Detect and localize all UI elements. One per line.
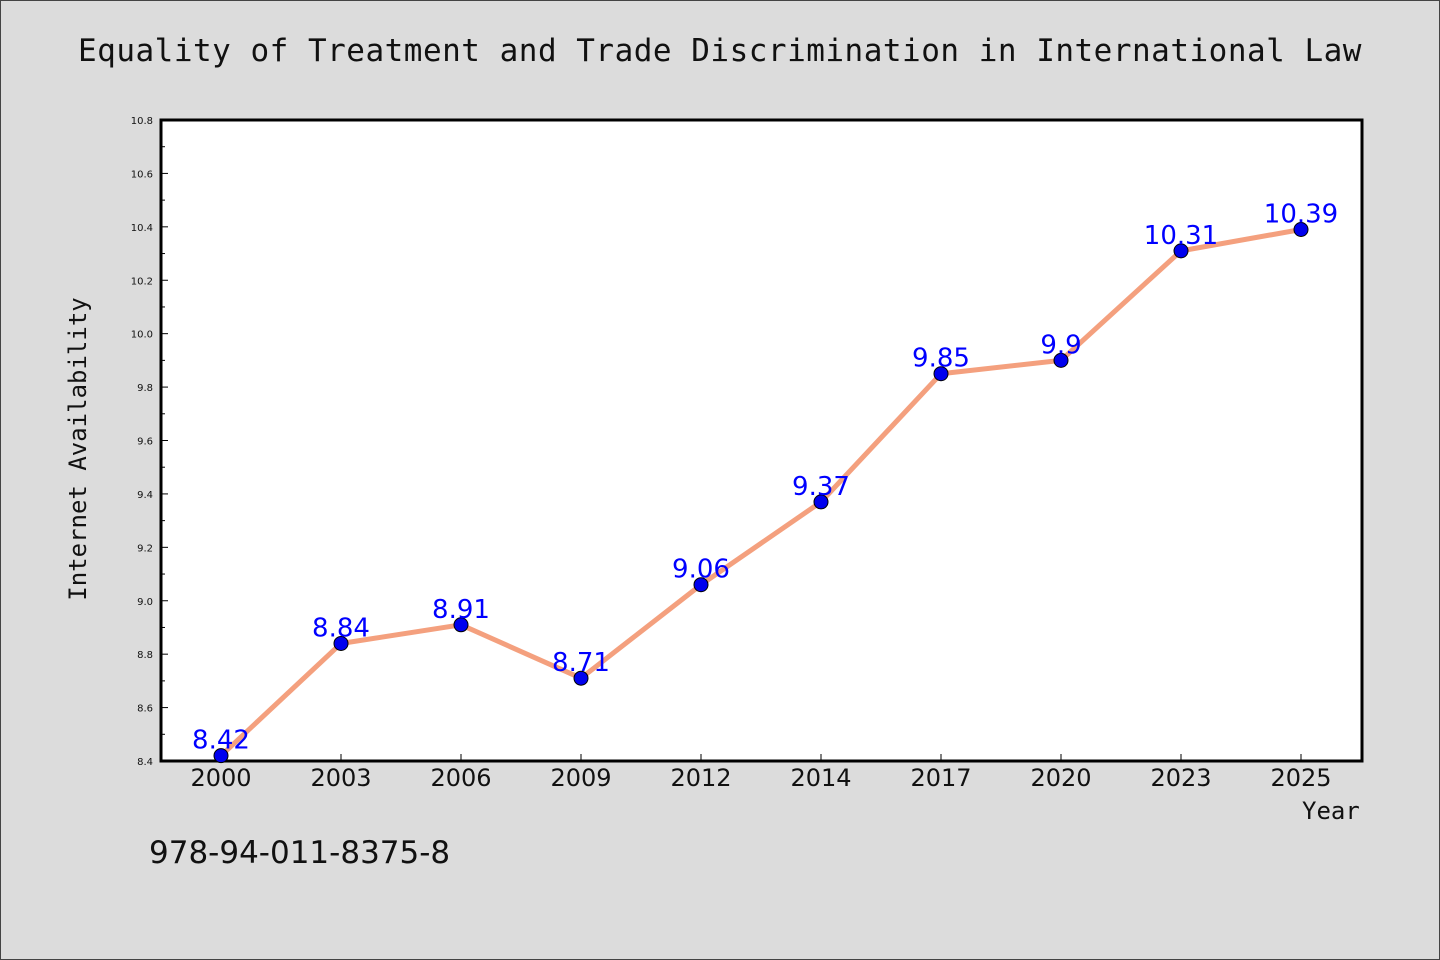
data-point bbox=[333, 635, 349, 651]
x-tick-label: 2003 bbox=[310, 764, 371, 792]
data-label: 10.39 bbox=[1264, 200, 1338, 230]
y-tick-label: 8.8 bbox=[137, 650, 153, 661]
y-tick-label: 8.6 bbox=[137, 704, 153, 715]
data-point bbox=[1053, 352, 1069, 368]
x-tick-label: 2006 bbox=[430, 764, 491, 792]
data-point bbox=[213, 748, 229, 764]
y-tick-label: 9.8 bbox=[137, 383, 153, 394]
data-label: 9.85 bbox=[912, 344, 970, 374]
chart-title: Equality of Treatment and Trade Discrimi… bbox=[78, 33, 1362, 69]
data-label: 10.31 bbox=[1144, 221, 1218, 251]
y-tick-label: 9.6 bbox=[137, 437, 153, 448]
x-tick-label: 2012 bbox=[670, 764, 731, 792]
data-point bbox=[453, 617, 469, 633]
y-tick-label: 10.0 bbox=[131, 330, 153, 341]
data-label: 9.06 bbox=[672, 555, 730, 585]
data-point bbox=[693, 577, 709, 593]
x-tick-label: 2020 bbox=[1030, 764, 1091, 792]
series-line bbox=[219, 227, 1302, 758]
isbn-text: 978-94-011-8375-8 bbox=[149, 835, 451, 871]
y-tick-label: 9.2 bbox=[137, 543, 153, 554]
y-tick-label: 10.2 bbox=[131, 276, 153, 287]
data-label: 8.91 bbox=[432, 595, 490, 625]
x-tick-label: 2025 bbox=[1270, 764, 1331, 792]
data-point bbox=[1293, 222, 1309, 238]
y-tick-label: 10.4 bbox=[131, 223, 153, 234]
data-point bbox=[1173, 243, 1189, 259]
y-tick-label: 10.8 bbox=[131, 116, 153, 127]
x-tick-label: 2000 bbox=[190, 764, 251, 792]
x-axis-label: Year bbox=[1302, 797, 1360, 825]
data-label: 8.84 bbox=[312, 613, 370, 643]
data-label: 9.9 bbox=[1040, 330, 1081, 360]
plot-area bbox=[159, 118, 1364, 763]
x-tick-label: 2023 bbox=[1150, 764, 1211, 792]
data-label: 8.71 bbox=[552, 648, 610, 678]
y-tick-label: 9.0 bbox=[137, 597, 153, 608]
x-tick-label: 2014 bbox=[790, 764, 851, 792]
x-tick-label: 2009 bbox=[550, 764, 611, 792]
data-point bbox=[933, 366, 949, 382]
x-tick-label: 2017 bbox=[910, 764, 971, 792]
data-label: 9.37 bbox=[792, 472, 850, 502]
y-tick-label: 8.4 bbox=[137, 757, 153, 768]
data-label: 8.42 bbox=[192, 726, 250, 756]
data-point bbox=[573, 670, 589, 686]
y-tick-label: 9.4 bbox=[137, 490, 153, 501]
data-point bbox=[813, 494, 829, 510]
y-tick-label: 10.6 bbox=[131, 169, 153, 180]
